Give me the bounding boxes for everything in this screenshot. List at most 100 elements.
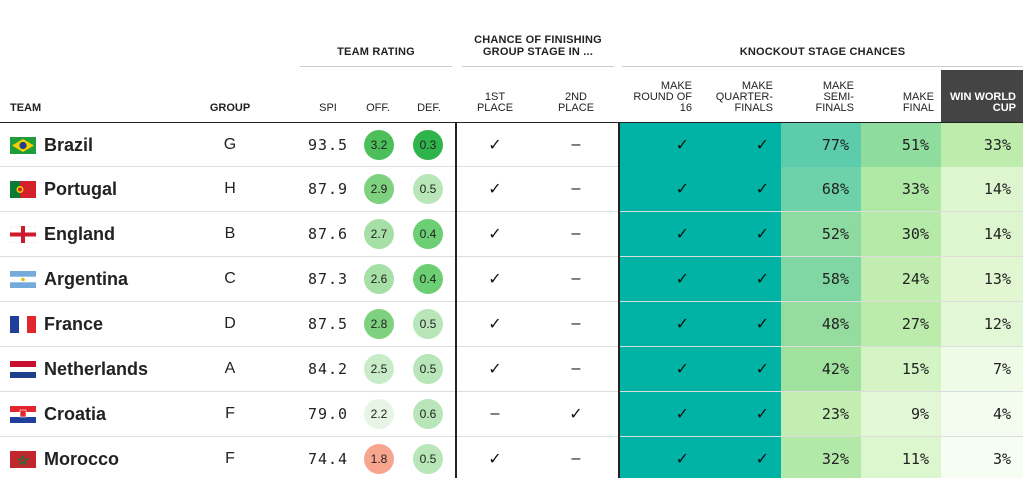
def-bubble: 0.4 — [413, 264, 443, 294]
spi-cell: 84.2 — [300, 347, 356, 391]
sf-value: 68% — [821, 180, 849, 198]
sf-cell: 52% — [781, 212, 861, 256]
off-cell: 2.2 — [359, 392, 399, 436]
check-mark: ✓ — [675, 451, 689, 468]
def-bubble: 0.5 — [413, 444, 443, 474]
first-place-cell: ✓ — [470, 437, 520, 478]
check-mark: ✓ — [755, 451, 769, 468]
teams-table: Brazil G 93.5 3.2 0.3 ✓ – ✓ ✓ 77% 51% 33% Portugal H 8… — [0, 122, 1023, 478]
off-bubble: 2.8 — [364, 309, 394, 339]
team-name: Croatia — [44, 403, 107, 424]
table-row: England B 87.6 2.7 0.4 ✓ – ✓ ✓ 52% 30% 14% — [0, 212, 1023, 257]
win-value: 13% — [983, 270, 1011, 288]
def-cell: 0.5 — [408, 167, 448, 211]
second-place-cell: – — [550, 123, 602, 167]
portugal-flag — [10, 180, 36, 198]
sf-value: 77% — [821, 136, 849, 154]
check-mark: ✓ — [488, 181, 502, 198]
team-name: France — [44, 313, 104, 334]
spi-value: 87.3 — [307, 270, 349, 288]
spi-cell: 93.5 — [300, 123, 356, 167]
final-value: 24% — [901, 270, 929, 288]
win-cell: 13% — [941, 257, 1023, 301]
check-mark: ✓ — [675, 181, 689, 198]
check-mark: ✓ — [675, 226, 689, 243]
group-value: B — [224, 225, 236, 242]
table-row: France D 87.5 2.8 0.5 ✓ – ✓ ✓ 48% 27% 12% — [0, 302, 1023, 347]
table-row: Brazil G 93.5 3.2 0.3 ✓ – ✓ ✓ 77% 51% 33% — [0, 122, 1023, 167]
first-place-cell: – — [470, 392, 520, 436]
group-value: H — [224, 180, 236, 197]
final-cell: 51% — [861, 123, 941, 167]
off-cell: 2.6 — [359, 257, 399, 301]
off-bubble: 1.8 — [364, 444, 394, 474]
off-cell: 2.9 — [359, 167, 399, 211]
win-value: 12% — [983, 315, 1011, 333]
def-bubble: 0.5 — [413, 174, 443, 204]
sf-cell: 23% — [781, 392, 861, 436]
win-value: 7% — [992, 360, 1011, 378]
check-mark: ✓ — [755, 316, 769, 333]
group-cell: F — [200, 437, 260, 478]
col-second-header: 2ND PLACE — [557, 91, 595, 114]
col-off-header: OFF. — [366, 102, 390, 114]
check-mark: ✓ — [755, 181, 769, 198]
table-row: Argentina C 87.3 2.6 0.4 ✓ – ✓ ✓ 58% 24% 13% — [0, 257, 1023, 302]
spi-value: 79.0 — [307, 405, 349, 423]
final-cell: 24% — [861, 257, 941, 301]
sf-value: 52% — [821, 225, 849, 243]
off-bubble: 3.2 — [364, 130, 394, 160]
col-final-header: MAKE FINAL — [902, 91, 934, 114]
england-flag — [10, 225, 36, 243]
second-place-cell: – — [550, 212, 602, 256]
check-mark: ✓ — [755, 361, 769, 378]
def-bubble: 0.5 — [413, 309, 443, 339]
r16-cell: ✓ — [620, 302, 701, 346]
qf-cell: ✓ — [701, 167, 781, 211]
team-cell: Argentina — [0, 257, 200, 301]
dash-mark: – — [571, 315, 581, 332]
spi-cell: 87.9 — [300, 167, 356, 211]
spi-value: 74.4 — [307, 450, 349, 468]
def-cell: 0.4 — [408, 212, 448, 256]
spi-value: 93.5 — [307, 136, 349, 154]
check-mark: ✓ — [569, 406, 583, 423]
off-bubble: 2.5 — [364, 354, 394, 384]
win-value: 14% — [983, 180, 1011, 198]
sf-value: 23% — [821, 405, 849, 423]
morocco-flag — [10, 450, 36, 468]
group-cell: B — [200, 212, 260, 256]
col-team-header: TEAM — [10, 102, 42, 114]
second-place-cell: ✓ — [550, 392, 602, 436]
col-qf-header: MAKE QUARTER-FINALS — [715, 80, 773, 114]
check-mark: ✓ — [488, 226, 502, 243]
brazil-flag — [10, 136, 36, 154]
netherlands-flag — [10, 360, 36, 378]
check-mark: ✓ — [675, 137, 689, 154]
win-cell: 12% — [941, 302, 1023, 346]
win-cell: 14% — [941, 167, 1023, 211]
final-value: 30% — [901, 225, 929, 243]
second-place-cell: – — [550, 347, 602, 391]
final-value: 11% — [901, 450, 929, 468]
second-place-cell: – — [550, 167, 602, 211]
sf-cell: 42% — [781, 347, 861, 391]
final-cell: 11% — [861, 437, 941, 478]
dash-mark: – — [571, 180, 581, 197]
first-place-cell: ✓ — [470, 212, 520, 256]
r16-cell: ✓ — [620, 437, 701, 478]
table-row: Morocco F 74.4 1.8 0.5 ✓ – ✓ ✓ 32% 11% 3% — [0, 437, 1023, 478]
final-value: 27% — [901, 315, 929, 333]
dash-mark: – — [571, 450, 581, 467]
check-mark: ✓ — [488, 271, 502, 288]
team-name: Netherlands — [44, 358, 149, 379]
final-cell: 33% — [861, 167, 941, 211]
knockout-divider — [618, 122, 620, 478]
sf-value: 32% — [821, 450, 849, 468]
qf-cell: ✓ — [701, 392, 781, 436]
group-value: C — [224, 270, 236, 287]
sf-cell: 77% — [781, 123, 861, 167]
def-cell: 0.4 — [408, 257, 448, 301]
team-cell: Morocco — [0, 437, 200, 478]
final-value: 33% — [901, 180, 929, 198]
